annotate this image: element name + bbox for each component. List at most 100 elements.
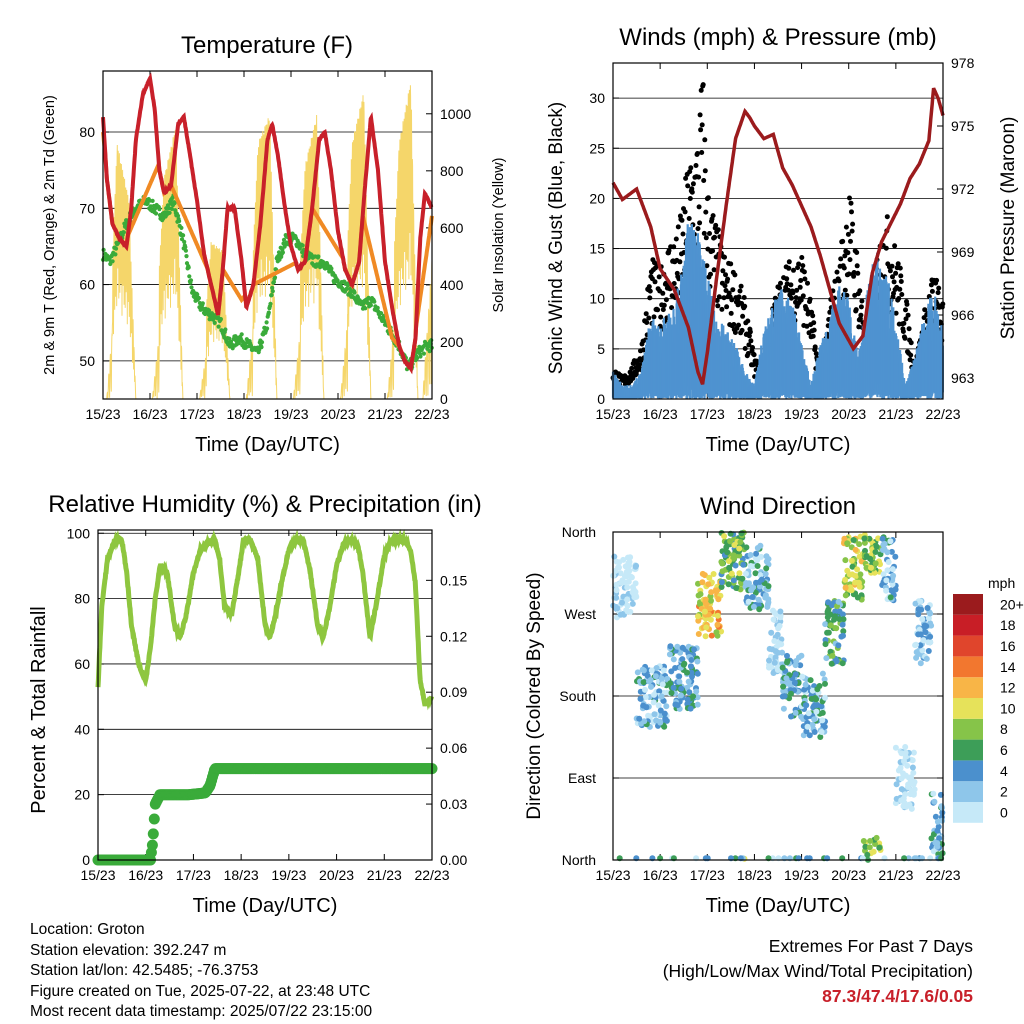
gust-point <box>788 282 794 288</box>
gust-point <box>671 244 677 250</box>
y-axis-label: Percent & Total Rainfall <box>28 606 50 814</box>
direction-point <box>873 834 880 841</box>
direction-point <box>727 538 734 545</box>
gust-point <box>740 313 746 319</box>
direction-point <box>910 749 917 756</box>
legend-label: 0 <box>1000 804 1008 820</box>
direction-point <box>922 629 929 636</box>
gust-point <box>731 322 737 327</box>
y-tick-label: East <box>568 770 596 786</box>
dewpoint-point <box>415 356 420 361</box>
dewpoint-point <box>421 351 426 356</box>
direction-point <box>854 594 861 601</box>
direction-point <box>695 613 701 620</box>
direction-point <box>697 601 703 608</box>
direction-point <box>872 549 879 555</box>
gust-point <box>647 295 653 301</box>
latlon-text: Station lat/lon: 42.5485; -76.3753 <box>30 962 259 979</box>
direction-point <box>812 695 819 701</box>
direction-point <box>678 685 685 692</box>
direction-point <box>910 769 917 776</box>
dewpoint-point <box>188 278 194 283</box>
direction-point <box>883 577 890 584</box>
direction-point <box>875 535 882 542</box>
gust-point <box>785 287 791 293</box>
gust-point <box>898 279 904 284</box>
direction-point <box>795 654 802 661</box>
y2-tick-label: 0.12 <box>440 628 467 644</box>
direction-point <box>745 598 752 605</box>
direction-point <box>614 605 621 612</box>
direction-point <box>842 557 849 564</box>
rainfall-point <box>147 828 159 840</box>
gust-point <box>903 307 908 313</box>
direction-point <box>879 535 886 542</box>
direction-point <box>770 607 776 614</box>
gust-point <box>652 279 658 285</box>
direction-point <box>813 708 820 715</box>
gust-point <box>935 290 941 296</box>
direction-point <box>788 713 794 720</box>
direction-point <box>802 681 809 688</box>
direction-point <box>861 539 868 546</box>
elevation-text: Station elevation: 392.247 m <box>30 941 227 959</box>
location-text: Location: Groton <box>30 921 145 938</box>
gust-point <box>702 168 708 174</box>
direction-point <box>694 658 701 665</box>
x-tick-label: 15/23 <box>80 867 115 883</box>
direction-point <box>670 656 677 663</box>
legend-swatch <box>953 635 983 657</box>
direction-point <box>925 639 932 646</box>
y-tick-label: 5 <box>597 341 605 357</box>
direction-point <box>912 600 919 607</box>
legend-label: 16 <box>1000 638 1016 654</box>
direction-point <box>763 553 770 560</box>
direction-point <box>664 675 671 682</box>
direction-point <box>778 641 785 648</box>
direction-point <box>624 584 631 591</box>
direction-point <box>913 641 919 648</box>
x-tick-label: 15/23 <box>85 406 120 422</box>
gust-point <box>798 297 804 303</box>
dewpoint-point <box>363 306 368 311</box>
direction-point <box>803 702 810 709</box>
legend-swatch <box>953 739 983 761</box>
direction-point <box>849 563 856 570</box>
direction-point <box>910 791 917 798</box>
direction-point <box>827 622 834 629</box>
direction-point <box>917 598 924 605</box>
direction-point <box>892 553 899 560</box>
gust-point <box>716 294 722 300</box>
gust-point <box>714 298 720 303</box>
direction-point <box>888 548 895 555</box>
direction-point <box>612 567 619 574</box>
gust-point <box>786 259 792 265</box>
x-tick-label: 15/23 <box>595 867 630 883</box>
direction-point <box>743 544 750 551</box>
y-tick-label: 60 <box>79 277 95 293</box>
y2-tick-label: 0.06 <box>440 740 467 756</box>
gust-point <box>898 273 904 279</box>
dewpoint-point <box>271 279 276 285</box>
direction-point <box>663 703 670 710</box>
extremes-heading: Extremes For Past 7 Days <box>768 936 973 956</box>
y2-tick-label: 200 <box>440 334 464 350</box>
direction-point <box>645 712 652 719</box>
y-tick-label: North <box>562 852 596 868</box>
direction-point <box>833 625 840 632</box>
direction-point <box>828 660 835 667</box>
direction-point <box>707 616 714 623</box>
direction-point <box>915 631 922 638</box>
direction-point <box>743 580 750 586</box>
direction-point <box>680 661 687 668</box>
direction-point <box>650 699 657 706</box>
direction-point <box>864 851 871 858</box>
gust-point <box>936 285 942 291</box>
dewpoint-point <box>179 225 184 230</box>
dewpoint-point <box>153 211 159 216</box>
direction-point <box>844 540 851 547</box>
direction-point <box>818 729 825 735</box>
gust-point <box>695 151 700 156</box>
direction-point <box>686 689 693 696</box>
direction-point <box>811 716 818 723</box>
